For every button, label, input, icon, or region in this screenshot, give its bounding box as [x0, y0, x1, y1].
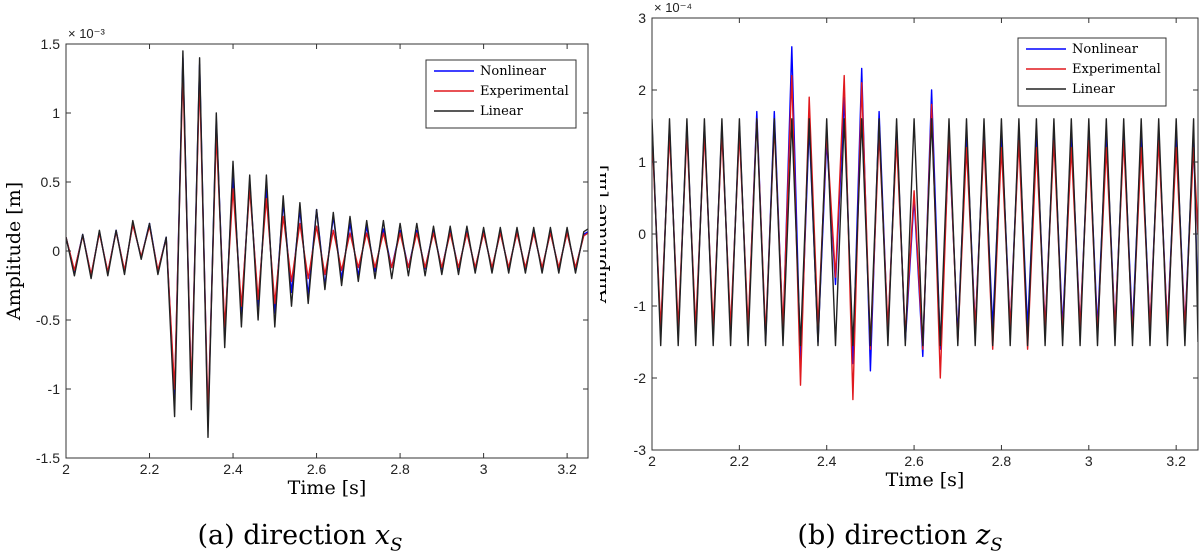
caption-a-prefix: (a) direction: [197, 520, 375, 551]
x-tick-label: 2: [648, 453, 656, 469]
chart-panel-b: 2 2.2 2.4 2.6 2.8 3 3.2 -3 -2 -1 0 1 2 3 × 10⁻⁴ Time [s…: [600, 0, 1200, 558]
x-tick-label: 2.8: [390, 461, 410, 477]
y-tick-label: 2: [638, 82, 646, 98]
y-tick-label: -2: [634, 370, 647, 386]
x-axis-label: Time [s]: [886, 469, 965, 491]
x-tick-label: 3: [1085, 453, 1093, 469]
chart-panel-a: 2 2.2 2.4 2.6 2.8 3 3.2 -1.5 -1 -0.5 0 0.5 1 1.5 × 10⁻…: [0, 26, 600, 555]
y-tick-label: -1.5: [36, 450, 60, 466]
x-tick-label: 2.6: [904, 453, 924, 469]
y-tick-label: 1: [52, 105, 60, 121]
caption-a-var: x: [374, 520, 391, 551]
y-axis-label: Amplitude [m]: [600, 165, 611, 304]
y-tick-label: 1: [638, 154, 646, 170]
y-tick-label: -3: [634, 442, 647, 458]
y-multiplier-label: × 10⁻³: [68, 26, 106, 41]
x-tick-label: 3.2: [1166, 453, 1186, 469]
caption-a: (a) direction xS: [0, 520, 600, 555]
x-tick-label: 2.6: [307, 461, 327, 477]
y-tick-label: -0.5: [36, 312, 60, 328]
caption-b-prefix: (b) direction: [797, 520, 976, 551]
y-tick-label: 0.5: [41, 174, 61, 190]
y-tick-label: 1.5: [41, 36, 61, 52]
x-tick-label: 2.2: [730, 453, 750, 469]
legend-label-nonlinear: Nonlinear: [480, 64, 547, 79]
legend-label-linear: Linear: [480, 104, 524, 119]
legend-label-linear: Linear: [1072, 82, 1116, 97]
chart-a-svg: 2 2.2 2.4 2.6 2.8 3 3.2 -1.5 -1 -0.5 0 0.5 1 1.5 × 10⁻…: [3, 26, 589, 499]
series-line-experimental: [652, 74, 1198, 401]
y-tick-label: 0: [52, 243, 60, 259]
caption-b-sub: S: [990, 534, 1003, 556]
y-tick-label: -1: [634, 298, 647, 314]
x-tick-label: 2.4: [817, 453, 837, 469]
legend-label-nonlinear: Nonlinear: [1072, 42, 1139, 57]
y-tick-label: -1: [48, 381, 61, 397]
caption-a-sub: S: [390, 534, 403, 556]
caption-b: (b) direction zS: [600, 520, 1200, 555]
x-tick-label: 3: [480, 461, 488, 477]
caption-b-var: z: [976, 520, 991, 551]
x-tick-label: 3.2: [557, 461, 577, 477]
y-tick-label: 0: [638, 226, 646, 242]
x-tick-label: 2.4: [223, 461, 243, 477]
x-tick-label: 2: [62, 461, 70, 477]
legend-label-experimental: Experimental: [480, 84, 569, 99]
series-line-linear: [652, 118, 1198, 347]
y-multiplier-label: × 10⁻⁴: [654, 0, 692, 15]
legend-label-experimental: Experimental: [1072, 62, 1161, 77]
series-line-linear: [66, 50, 588, 438]
chart-b-svg: 2 2.2 2.4 2.6 2.8 3 3.2 -3 -2 -1 0 1 2 3 × 10⁻⁴ Time [s…: [600, 0, 1199, 491]
x-tick-label: 2.2: [140, 461, 160, 477]
x-axis-label: Time [s]: [288, 477, 367, 499]
y-tick-label: 3: [638, 10, 646, 26]
y-axis-label: Amplitude [m]: [3, 182, 25, 321]
x-tick-label: 2.8: [992, 453, 1012, 469]
